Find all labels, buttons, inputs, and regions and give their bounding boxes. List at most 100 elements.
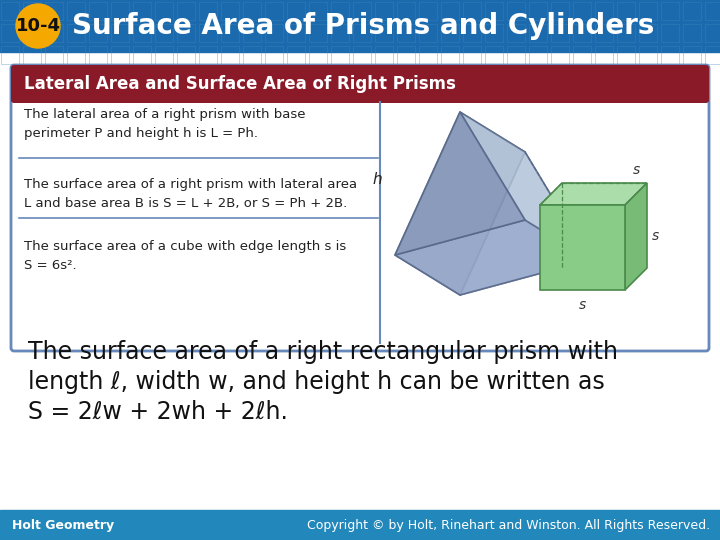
Bar (419, 2, 437, 20)
Bar (705, 46, 720, 64)
Bar (551, 46, 569, 64)
Bar (705, 24, 720, 42)
Text: s: s (632, 163, 639, 177)
Text: Copyright © by Holt, Rinehart and Winston. All Rights Reserved.: Copyright © by Holt, Rinehart and Winsto… (307, 518, 710, 531)
Bar (45, 46, 63, 64)
Bar (507, 46, 525, 64)
Bar (287, 24, 305, 42)
Circle shape (16, 4, 60, 48)
Bar (595, 2, 613, 20)
Bar (419, 46, 437, 64)
Bar (89, 24, 107, 42)
Bar (441, 24, 459, 42)
Bar (375, 24, 393, 42)
Bar (595, 46, 613, 64)
Bar (67, 24, 85, 42)
Bar (397, 24, 415, 42)
Bar (0, 0, 720, 52)
Bar (573, 2, 591, 20)
Bar (309, 46, 327, 64)
Bar (111, 2, 129, 20)
Bar (463, 46, 481, 64)
Bar (551, 2, 569, 20)
Bar (441, 46, 459, 64)
Bar (1, 24, 19, 42)
Bar (573, 46, 591, 64)
Polygon shape (540, 183, 647, 205)
Bar (309, 2, 327, 20)
Text: length ℓ, width w, and height h can be written as: length ℓ, width w, and height h can be w… (28, 370, 605, 394)
Bar (441, 2, 459, 20)
Text: Holt Geometry: Holt Geometry (12, 518, 114, 531)
Bar (331, 24, 349, 42)
Bar (45, 2, 63, 20)
Bar (463, 2, 481, 20)
Text: h: h (372, 172, 382, 187)
Bar (353, 2, 371, 20)
Bar (155, 24, 173, 42)
Bar (67, 2, 85, 20)
Bar (683, 24, 701, 42)
Bar (353, 24, 371, 42)
Bar (485, 46, 503, 64)
Bar (89, 2, 107, 20)
Bar (529, 24, 547, 42)
Bar (617, 24, 635, 42)
Polygon shape (460, 152, 590, 295)
Bar (177, 2, 195, 20)
Bar (221, 2, 239, 20)
Bar (661, 2, 679, 20)
Bar (23, 46, 41, 64)
Bar (265, 46, 283, 64)
Bar (23, 2, 41, 20)
Bar (243, 46, 261, 64)
Text: The surface area of a right prism with lateral area
L and base area B is S = L +: The surface area of a right prism with l… (24, 178, 357, 210)
Bar (463, 24, 481, 42)
Bar (287, 2, 305, 20)
Bar (529, 46, 547, 64)
Bar (67, 46, 85, 64)
Bar (573, 24, 591, 42)
Bar (1, 46, 19, 64)
Bar (485, 2, 503, 20)
Bar (23, 24, 41, 42)
Text: s: s (579, 298, 586, 312)
Bar (89, 46, 107, 64)
Text: Lateral Area and Surface Area of Right Prisms: Lateral Area and Surface Area of Right P… (24, 75, 456, 93)
Bar (177, 24, 195, 42)
FancyBboxPatch shape (11, 65, 709, 351)
Polygon shape (460, 112, 590, 260)
Polygon shape (625, 183, 647, 290)
Bar (375, 2, 393, 20)
Bar (221, 46, 239, 64)
Bar (199, 24, 217, 42)
Bar (45, 24, 63, 42)
Bar (661, 46, 679, 64)
Bar (111, 24, 129, 42)
FancyBboxPatch shape (11, 65, 709, 103)
Bar (507, 2, 525, 20)
Bar (683, 46, 701, 64)
Bar (243, 24, 261, 42)
Text: s: s (652, 230, 660, 244)
Bar (551, 24, 569, 42)
Bar (375, 46, 393, 64)
Bar (309, 24, 327, 42)
Bar (155, 2, 173, 20)
Text: The lateral area of a right prism with base
perimeter P and height h is L = Ph.: The lateral area of a right prism with b… (24, 108, 305, 140)
Bar (617, 2, 635, 20)
Text: 10-4: 10-4 (16, 17, 60, 35)
Bar (331, 2, 349, 20)
Bar (639, 2, 657, 20)
Text: The surface area of a cube with edge length s is
S = 6s².: The surface area of a cube with edge len… (24, 240, 346, 272)
Bar (0, 510, 720, 540)
Bar (617, 46, 635, 64)
Bar (639, 46, 657, 64)
Polygon shape (395, 112, 525, 255)
Bar (639, 24, 657, 42)
Bar (331, 46, 349, 64)
Bar (199, 2, 217, 20)
Bar (111, 46, 129, 64)
Bar (419, 24, 437, 42)
Bar (353, 46, 371, 64)
